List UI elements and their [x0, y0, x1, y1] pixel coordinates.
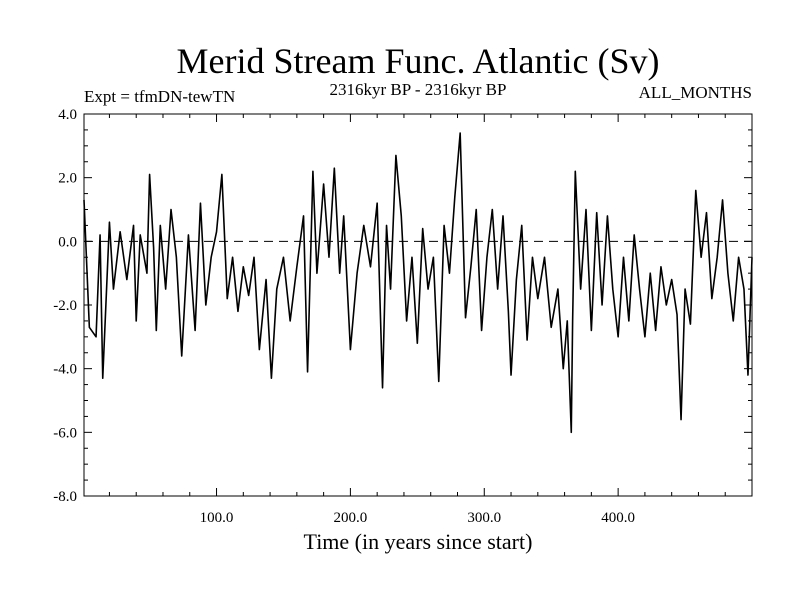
x-tick-label: 200.0 [334, 510, 368, 526]
chart-subtitle-left: Expt = tfmDN-tewTN [84, 87, 235, 106]
chart-subtitle-center: 2316kyr BP - 2316kyr BP [330, 80, 507, 99]
y-tick-label: 0.0 [58, 234, 77, 250]
x-tick-label: 100.0 [200, 510, 234, 526]
series-line [83, 132, 753, 434]
x-axis-ticks: 100.0 200.0 300.0 400.0 [108, 114, 726, 526]
chart-title: Merid Stream Func. Atlantic (Sv) [177, 41, 660, 81]
y-tick-label: 4.0 [58, 107, 77, 123]
y-tick-label: -8.0 [53, 489, 77, 505]
y-tick-label: -6.0 [53, 425, 77, 441]
y-tick-label: -4.0 [53, 362, 77, 378]
y-axis-ticks: 4.0 2.0 0.0 -2.0 -4.0 -6.0 -8.0 [53, 107, 752, 505]
x-tick-label: 300.0 [467, 510, 501, 526]
y-tick-label: -2.0 [53, 298, 77, 314]
x-tick-label: 400.0 [601, 510, 635, 526]
x-axis-label: Time (in years since start) [304, 529, 533, 554]
plot-area: 4.0 2.0 0.0 -2.0 -4.0 -6.0 -8.0 100.0 200.0 300.… [53, 107, 753, 526]
chart-subtitle-right: ALL_MONTHS [639, 83, 752, 102]
y-tick-label: 2.0 [58, 171, 77, 187]
